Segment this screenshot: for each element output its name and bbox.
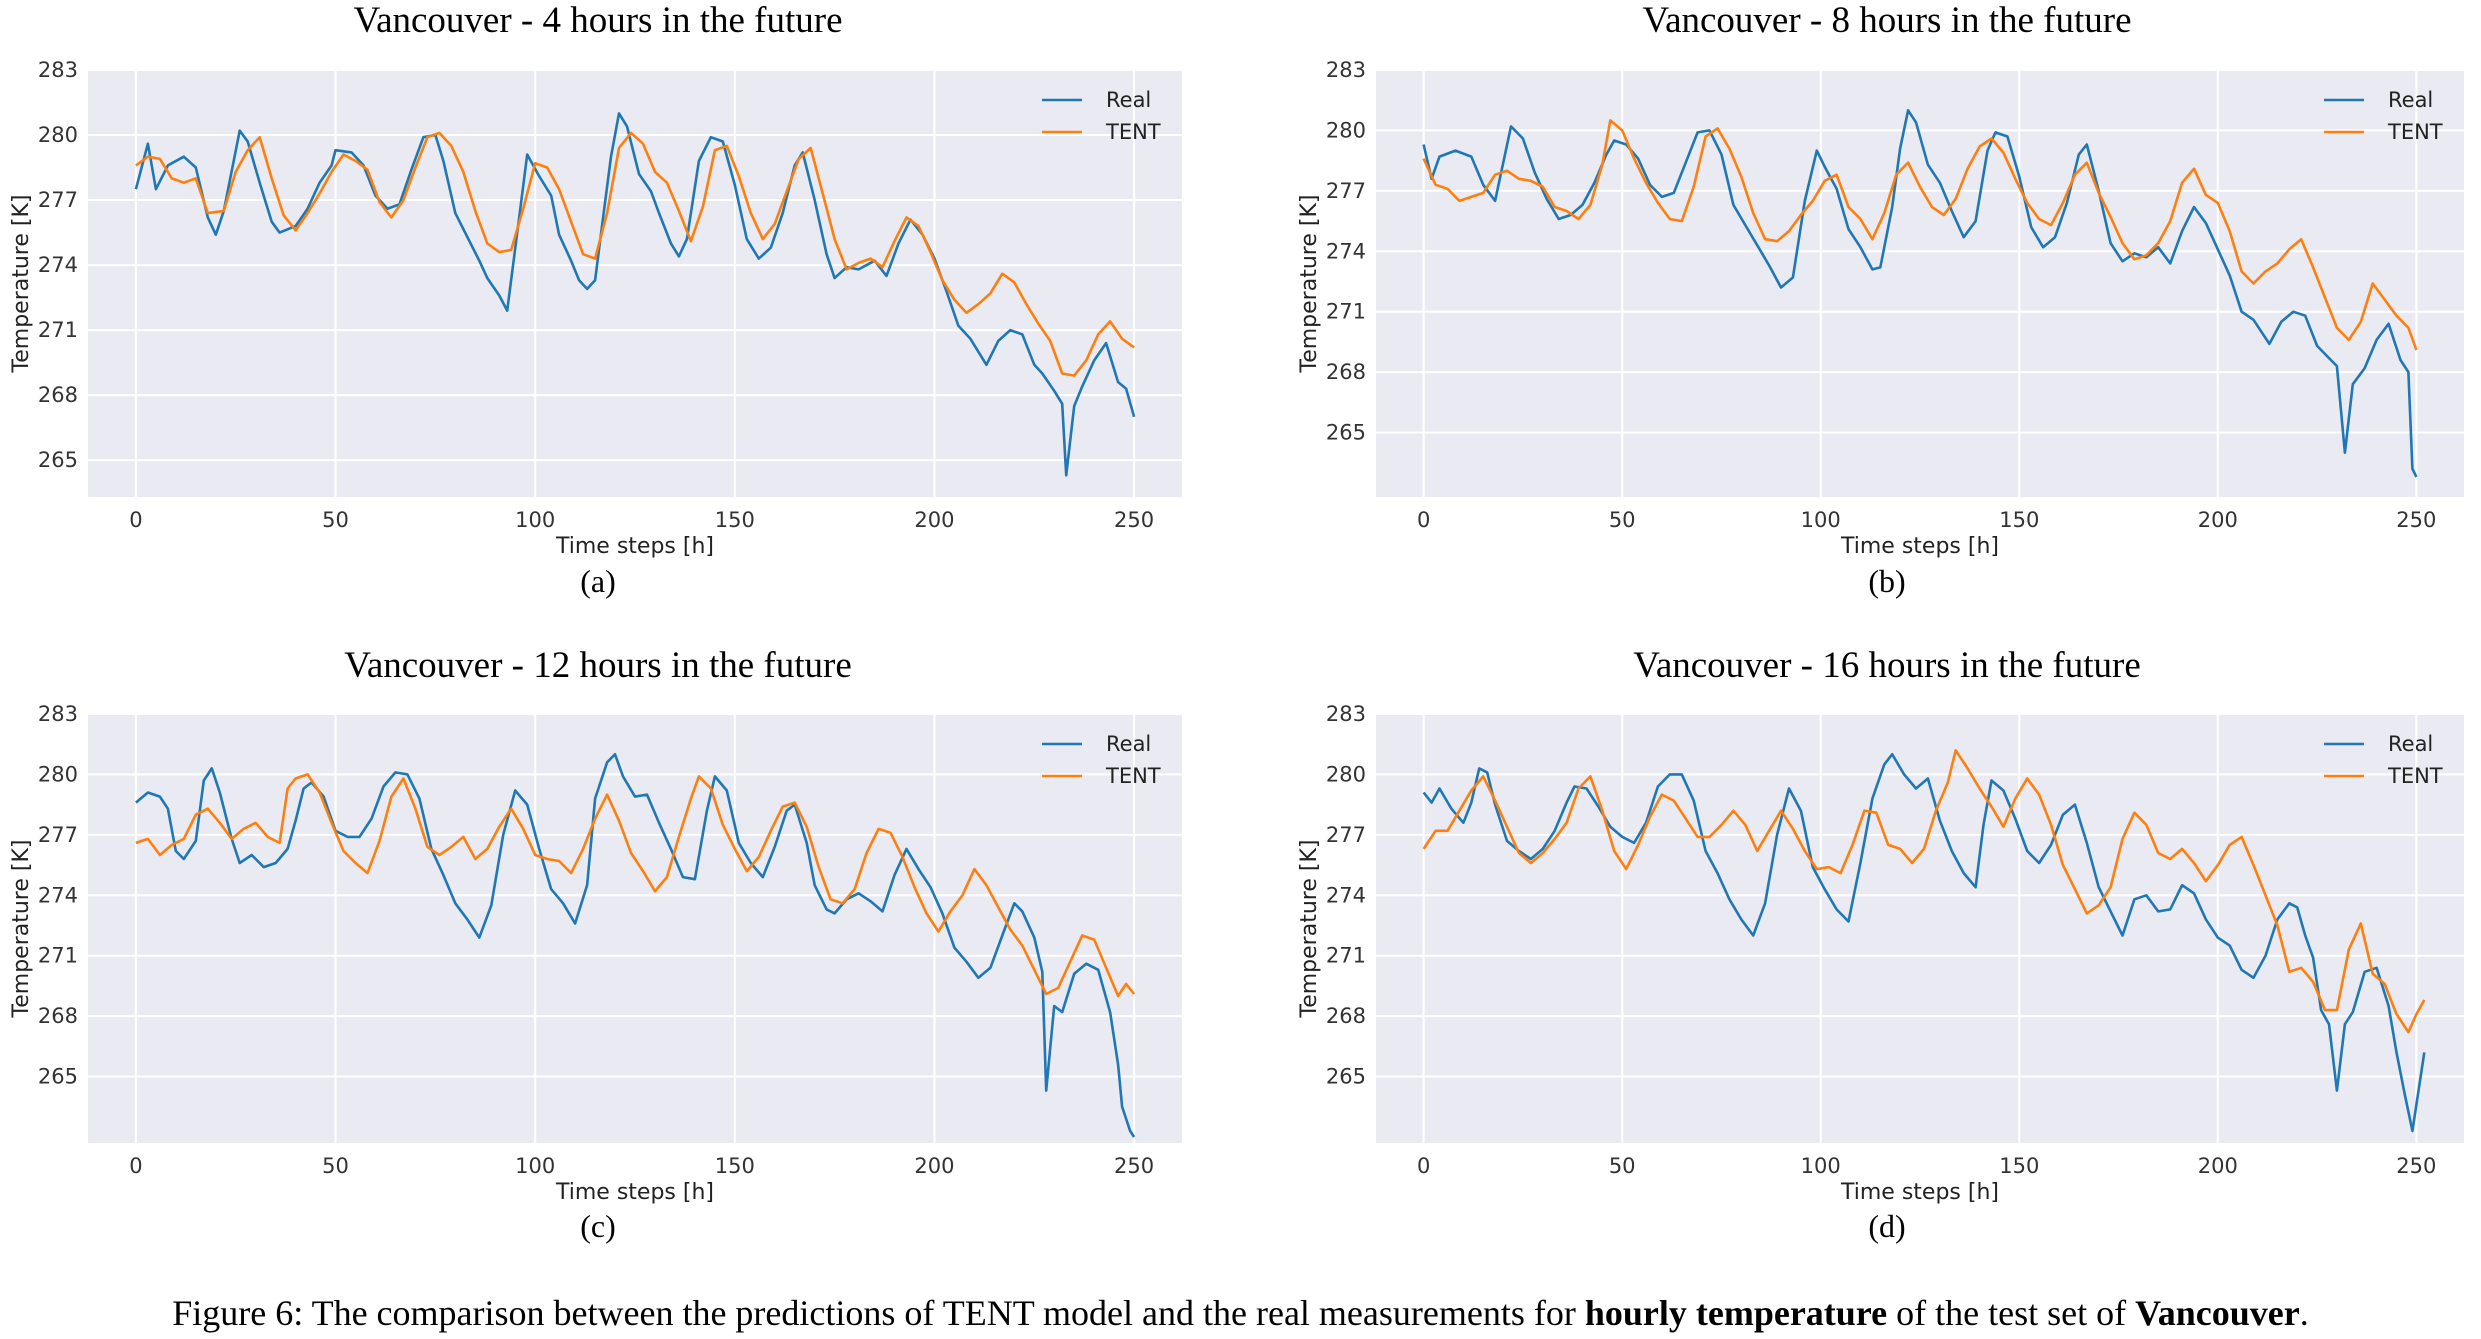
subfigure-label: (d) — [1868, 1208, 1905, 1244]
y-tick-label: 271 — [1326, 300, 1366, 324]
series-line-tent — [135, 773, 1136, 998]
x-tick-label: 200 — [2198, 508, 2238, 532]
y-tick-label: 274 — [1326, 883, 1366, 907]
x-tick-label: 0 — [129, 508, 142, 532]
x-tick-label: 250 — [1114, 508, 1154, 532]
y-tick-label: 280 — [38, 123, 78, 147]
chart-panel-2: Vancouver - 8 hours in the future 265 268 2… — [1297, 0, 2464, 599]
legend-label-real: Real — [2388, 88, 2433, 112]
y-tick-label: 265 — [38, 448, 78, 472]
y-tick-label: 283 — [1326, 702, 1366, 726]
x-tick-label: 200 — [914, 1154, 954, 1178]
caption-bold-city: Vancouver — [2135, 1293, 2300, 1333]
y-axis-label: Temperature [K] — [9, 840, 34, 1019]
y-tick-label: 271 — [38, 944, 78, 968]
chart-title: Vancouver - 4 hours in the future — [353, 0, 842, 41]
subfigure-label: (c) — [580, 1208, 616, 1244]
y-tick-label: 280 — [1326, 762, 1366, 786]
chart-panel-3: Vancouver - 12 hours in the future 265 268… — [9, 645, 1182, 1244]
subfigure-label: (a) — [580, 563, 616, 599]
x-tick-label: 50 — [1609, 1154, 1636, 1178]
series-line-tent — [1422, 749, 2426, 1034]
x-tick-label: 250 — [2396, 508, 2436, 532]
plot-area — [88, 70, 1182, 497]
legend-label-tent: TENT — [1105, 764, 1161, 788]
x-tick-label: 200 — [2198, 1154, 2238, 1178]
y-tick-label: 268 — [38, 383, 78, 407]
y-tick-label: 271 — [1326, 944, 1366, 968]
legend-label-tent: TENT — [1105, 120, 1161, 144]
y-tick-label: 277 — [1326, 179, 1366, 203]
y-tick-label: 283 — [1326, 58, 1366, 82]
x-tick-label: 50 — [322, 508, 349, 532]
chart-title: Vancouver - 12 hours in the future — [344, 645, 852, 686]
caption-suffix: . — [2299, 1293, 2309, 1333]
x-tick-label: 150 — [1999, 508, 2039, 532]
chart-panel-1: Vancouver - 4 hours in the future 265 268 2… — [9, 0, 1182, 599]
y-tick-label: 268 — [1326, 360, 1366, 384]
x-tick-label: 150 — [715, 508, 755, 532]
x-tick-label: 50 — [1609, 508, 1636, 532]
x-tick-label: 100 — [1801, 1154, 1841, 1178]
x-tick-label: 100 — [515, 1154, 555, 1178]
series-line-tent — [135, 131, 1135, 377]
plot-area — [88, 714, 1182, 1143]
y-tick-label: 283 — [38, 702, 78, 726]
caption-bold-variable: hourly temperature — [1584, 1293, 1888, 1333]
y-tick-label: 274 — [38, 253, 78, 277]
series-line-real — [135, 753, 1136, 1138]
chart-title: Vancouver - 8 hours in the future — [1642, 0, 2131, 41]
x-tick-label: 0 — [1417, 508, 1430, 532]
y-tick-label: 277 — [1326, 823, 1366, 847]
x-tick-label: 100 — [515, 508, 555, 532]
caption-prefix: Figure 6: The comparison between the pre… — [172, 1293, 1585, 1333]
x-axis-label: Time steps [h] — [1840, 1180, 1999, 1205]
y-tick-label: 283 — [38, 58, 78, 82]
y-tick-label: 277 — [38, 188, 78, 212]
y-tick-label: 265 — [1326, 1065, 1366, 1089]
legend-label-real: Real — [2388, 732, 2433, 756]
y-axis-label: Temperature [K] — [1297, 195, 1322, 374]
legend-label-tent: TENT — [2387, 764, 2443, 788]
figure-caption: Figure 6: The comparison between the pre… — [0, 1292, 2481, 1334]
x-tick-label: 250 — [2396, 1154, 2436, 1178]
legend-label-real: Real — [1106, 732, 1151, 756]
subfigure-label: (b) — [1868, 563, 1905, 599]
y-tick-label: 265 — [1326, 421, 1366, 445]
y-tick-label: 268 — [1326, 1004, 1366, 1028]
y-tick-label: 280 — [1326, 118, 1366, 142]
y-tick-label: 271 — [38, 318, 78, 342]
y-tick-label: 268 — [38, 1004, 78, 1028]
plot-area — [1376, 714, 2464, 1143]
chart-title: Vancouver - 16 hours in the future — [1633, 645, 2141, 686]
x-axis-label: Time steps [h] — [1840, 534, 1999, 559]
x-tick-label: 0 — [1417, 1154, 1430, 1178]
series-line-tent — [1422, 119, 2418, 351]
legend-label-tent: TENT — [2387, 120, 2443, 144]
y-tick-label: 274 — [38, 883, 78, 907]
y-tick-label: 265 — [38, 1065, 78, 1089]
series-line-real — [134, 112, 1136, 477]
y-axis-label: Temperature [K] — [9, 195, 34, 374]
x-tick-label: 200 — [914, 508, 954, 532]
legend-label-real: Real — [1106, 88, 1151, 112]
x-tick-label: 250 — [1114, 1154, 1154, 1178]
y-tick-label: 274 — [1326, 239, 1366, 263]
x-tick-label: 150 — [1999, 1154, 2039, 1178]
y-axis-label: Temperature [K] — [1297, 840, 1322, 1019]
caption-middle: of the test set of — [1887, 1293, 2136, 1333]
y-tick-label: 280 — [38, 762, 78, 786]
x-tick-label: 100 — [1801, 508, 1841, 532]
x-tick-label: 0 — [129, 1154, 142, 1178]
x-axis-label: Time steps [h] — [555, 1180, 714, 1205]
x-tick-label: 50 — [322, 1154, 349, 1178]
x-tick-label: 150 — [715, 1154, 755, 1178]
chart-panel-4: Vancouver - 16 hours in the future 265 268… — [1297, 645, 2464, 1244]
x-axis-label: Time steps [h] — [555, 534, 714, 559]
y-tick-label: 277 — [38, 823, 78, 847]
